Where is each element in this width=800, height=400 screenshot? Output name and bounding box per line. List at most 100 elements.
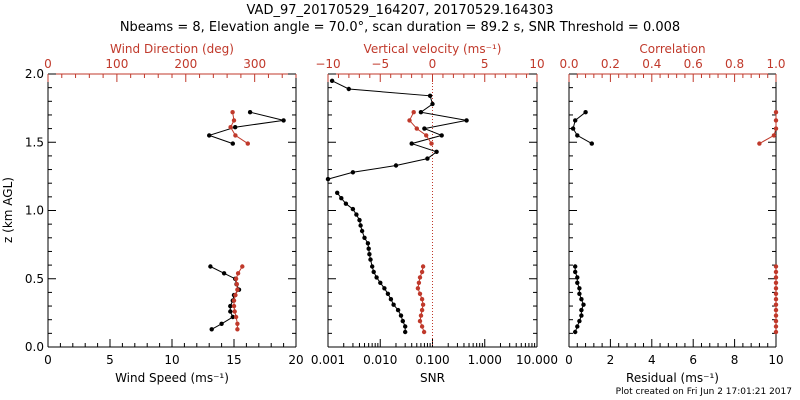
- data-point: [583, 110, 588, 115]
- data-point: [773, 291, 779, 296]
- data-point: [395, 307, 401, 313]
- data-point: [773, 324, 779, 329]
- data-point: [228, 303, 233, 309]
- data-point: [570, 126, 576, 131]
- top-x-tick-label: 0.8: [725, 57, 744, 71]
- data-point: [575, 275, 580, 280]
- top-x-axis-label: Wind Direction (deg): [110, 42, 234, 56]
- data-point: [335, 190, 340, 195]
- data-point: [421, 329, 427, 335]
- residual-correlation-panel: 0 2 4 6 8 10 Residual (ms⁻¹) 0.0 0.2 0.4 0.6 0.8 1.0…: [559, 42, 785, 385]
- data-point: [228, 309, 233, 314]
- y-tick-label: 0.0: [25, 340, 44, 354]
- x-tick-label: 4: [648, 353, 656, 367]
- top-x-tick-label: −10: [315, 57, 340, 71]
- x-axis-label: Wind Speed (ms⁻¹): [115, 371, 229, 385]
- data-point: [773, 275, 779, 280]
- data-point: [427, 93, 433, 99]
- data-point: [247, 110, 253, 115]
- data-point: [231, 303, 237, 309]
- data-point: [231, 298, 237, 303]
- data-point: [354, 212, 359, 217]
- data-point: [234, 282, 239, 287]
- data-point: [366, 246, 371, 251]
- top-x-tick-label: 100: [105, 57, 128, 71]
- x-tick-label: 1.000: [468, 353, 502, 367]
- top-x-tick-label: 0: [44, 57, 52, 71]
- data-point: [439, 133, 444, 138]
- data-point: [391, 302, 396, 307]
- data-point: [230, 110, 235, 115]
- data-point: [382, 286, 387, 291]
- data-point: [407, 118, 412, 123]
- x-tick-label: 15: [226, 353, 241, 367]
- data-point: [343, 201, 349, 206]
- plot-timestamp: Plot created on Fri Jun 2 17:01:21 2017: [615, 387, 792, 397]
- data-point: [228, 125, 233, 130]
- y-tick-label: 1.5: [25, 135, 44, 149]
- data-point: [230, 141, 235, 146]
- velocity-snr-panel: 0.001 0.010 0.100 1.000 10.000 SNR −10 −5 0 5 10 Ve…: [311, 42, 558, 385]
- data-point: [357, 217, 362, 223]
- data-point: [773, 302, 779, 307]
- data-point: [219, 321, 224, 326]
- chart-subtitle: Nbeams = 8, Elevation angle = 70.0°, sca…: [119, 20, 681, 35]
- data-point: [403, 329, 408, 335]
- data-point: [773, 269, 779, 275]
- data-point: [419, 324, 425, 329]
- data-point: [388, 297, 394, 302]
- x-axis-label: Residual (ms⁻¹): [626, 371, 719, 385]
- data-point: [403, 324, 408, 329]
- data-point: [367, 252, 372, 257]
- data-point: [385, 291, 391, 296]
- data-point: [415, 286, 421, 291]
- data-point: [374, 275, 379, 280]
- x-tick-label: 10: [768, 353, 783, 367]
- data-point: [368, 257, 373, 262]
- data-point: [416, 280, 422, 285]
- x-tick-label: 10: [164, 353, 179, 367]
- x-tick-label: 0: [44, 353, 52, 367]
- data-point: [573, 329, 578, 335]
- top-x-axis-label: Vertical velocity (ms⁻¹): [364, 42, 502, 56]
- y-tick-label: 0.5: [25, 272, 44, 286]
- data-point: [581, 302, 586, 307]
- data-point: [422, 126, 427, 131]
- data-point: [350, 170, 356, 175]
- top-x-tick-label: 0.4: [642, 57, 661, 71]
- x-tick-label: 8: [731, 353, 739, 367]
- x-tick-label: 10.000: [516, 353, 558, 367]
- top-x-tick-label: 1.0: [766, 57, 785, 71]
- data-point: [245, 141, 250, 146]
- data-point: [233, 292, 238, 298]
- data-point: [434, 149, 439, 154]
- data-point: [579, 313, 584, 318]
- top-x-tick-label: −5: [371, 57, 389, 71]
- data-point: [773, 118, 779, 123]
- data-point: [773, 313, 779, 318]
- data-point: [757, 141, 762, 146]
- data-point: [400, 318, 405, 324]
- data-point: [418, 313, 424, 318]
- data-point: [425, 156, 430, 161]
- data-point: [359, 228, 365, 234]
- data-point: [430, 101, 435, 107]
- data-point: [417, 291, 423, 296]
- data-point: [358, 223, 363, 228]
- data-point: [575, 133, 580, 138]
- data-point: [346, 86, 351, 92]
- data-point: [417, 275, 423, 280]
- top-x-tick-label: 5: [481, 57, 489, 71]
- series-line: [207, 111, 284, 145]
- data-point: [579, 297, 584, 302]
- data-point: [577, 318, 582, 324]
- data-point: [414, 126, 419, 131]
- data-point: [235, 327, 240, 332]
- data-point: [233, 133, 238, 138]
- data-point: [235, 287, 240, 292]
- data-point: [773, 280, 779, 285]
- data-point: [409, 141, 414, 146]
- data-point: [230, 314, 235, 320]
- x-tick-label: 0.010: [363, 353, 397, 367]
- data-point: [231, 118, 237, 123]
